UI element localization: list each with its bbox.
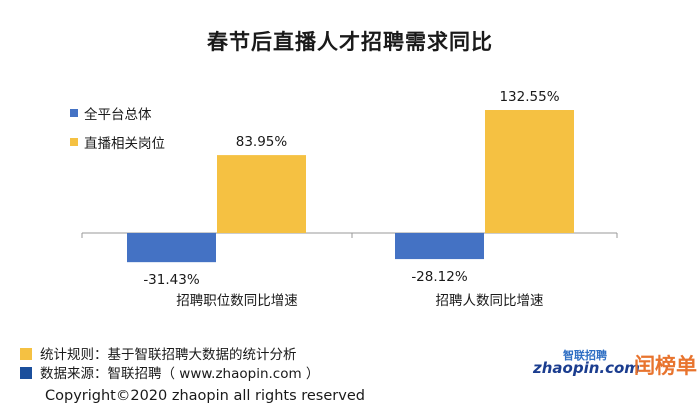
data-label-overall-1: -28.12% xyxy=(411,269,468,285)
zhaopin-logo-cn: 智联招聘 xyxy=(563,349,607,362)
note-source-swatch xyxy=(20,367,32,379)
legend-item-live: 直播相关岗位 xyxy=(70,132,165,152)
data-label-live-1: 132.55% xyxy=(499,89,559,105)
bar-overall-1 xyxy=(395,233,484,260)
note-rule-swatch xyxy=(20,348,32,360)
category-label-0: 招聘职位数同比增速 xyxy=(176,293,298,309)
legend-swatch-overall xyxy=(70,109,78,117)
copyright: Copyright©2020 zhaopin all rights reserv… xyxy=(45,388,365,404)
bar-overall-0 xyxy=(127,233,216,263)
bar-chart: -31.43% 83.95% 招聘职位数同比增速 -28.12% 132.55% 招聘人数… xyxy=(81,89,618,309)
zhaopin-logo: 智联招聘 zhaopin.com xyxy=(533,349,640,377)
note-source-text: 数据来源：智联招聘（ www.zhaopin.com ） xyxy=(40,366,320,382)
data-label-live-0: 83.95% xyxy=(236,134,288,150)
legend-label-live: 直播相关岗位 xyxy=(84,136,165,152)
bar-live-0 xyxy=(217,155,306,233)
legend-item-overall: 全平台总体 xyxy=(70,103,152,123)
shangbang-logo: 闰榜单 xyxy=(634,354,697,378)
bar-live-1 xyxy=(485,110,574,233)
note-source: 数据来源：智联招聘（ www.zhaopin.com ） xyxy=(20,362,319,382)
zhaopin-logo-en: zhaopin.com xyxy=(533,359,640,377)
chart-title: 春节后直播人才招聘需求同比 xyxy=(207,30,493,54)
legend-label-overall: 全平台总体 xyxy=(84,107,152,123)
note-rule: 统计规则：基于智联招聘大数据的统计分析 xyxy=(20,343,297,363)
legend-swatch-live xyxy=(70,138,78,146)
note-rule-text: 统计规则：基于智联招聘大数据的统计分析 xyxy=(40,347,297,363)
category-label-1: 招聘人数同比增速 xyxy=(436,293,544,309)
data-label-overall-0: -31.43% xyxy=(143,272,200,288)
